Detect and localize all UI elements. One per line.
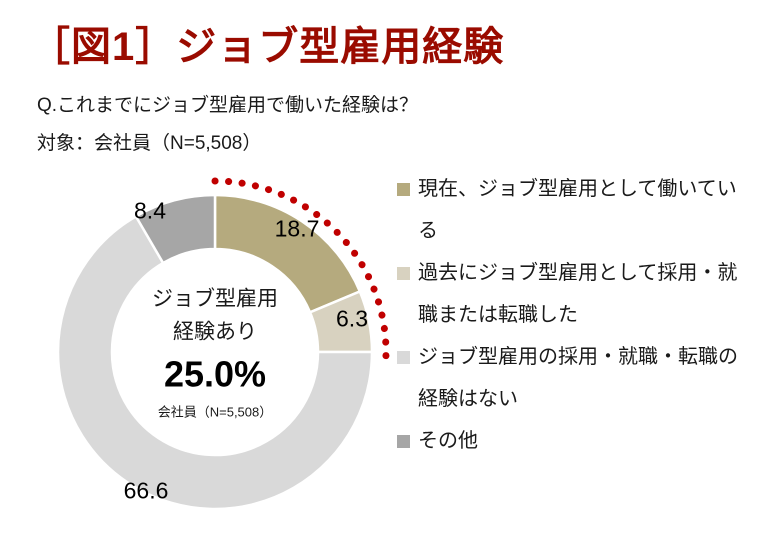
legend-marker-current [397,183,410,196]
center-label-line1: ジョブ型雇用 [152,287,278,311]
legend: 現在、ジョブ型雇用として働いている 過去にジョブ型雇用として採用・就職または転職… [397,168,747,462]
legend-item: 現在、ジョブ型雇用として働いている [397,168,747,252]
legend-item: ジョブ型雇用の採用・就職・転職の経験はない [397,336,747,420]
legend-marker-past [397,267,410,280]
center-label-value: 25.0% [163,353,267,395]
donut-segment [134,193,217,265]
legend-label: その他 [418,430,478,452]
legend-marker-none [397,351,410,364]
survey-target: 対象：会社員（N=5,508） [37,133,262,154]
donut-segment [56,214,374,511]
center-label-line2: 経験あり [173,320,257,343]
segment-value-label-current: 18.7 [274,215,320,242]
legend-item: 過去にジョブ型雇用として採用・就職または転職した [397,252,747,336]
center-label-note: 会社員（N=5,508） [157,404,273,420]
legend-label: 過去にジョブ型雇用として採用・就職または転職した [418,262,738,326]
segment-value-label-none: 66.6 [123,477,169,504]
highlight-dotted-arc [211,177,390,371]
figure-title: ［図1］ジョブ型雇用経験 [30,25,505,69]
legend-label: 現在、ジョブ型雇用として働いている [418,178,737,242]
legend-label: ジョブ型雇用の採用・就職・転職の経験はない [418,346,738,410]
donut-center-label: ジョブ型雇用 経験あり 25.0% 会社員（N=5,508） [115,283,315,420]
segment-value-label-past: 6.3 [336,305,368,332]
segment-value-label-other: 8.4 [134,197,166,224]
survey-question: Q.これまでにジョブ型雇用で働いた経験は？ [37,95,419,116]
legend-item: その他 [397,420,747,462]
legend-marker-other [397,435,410,448]
